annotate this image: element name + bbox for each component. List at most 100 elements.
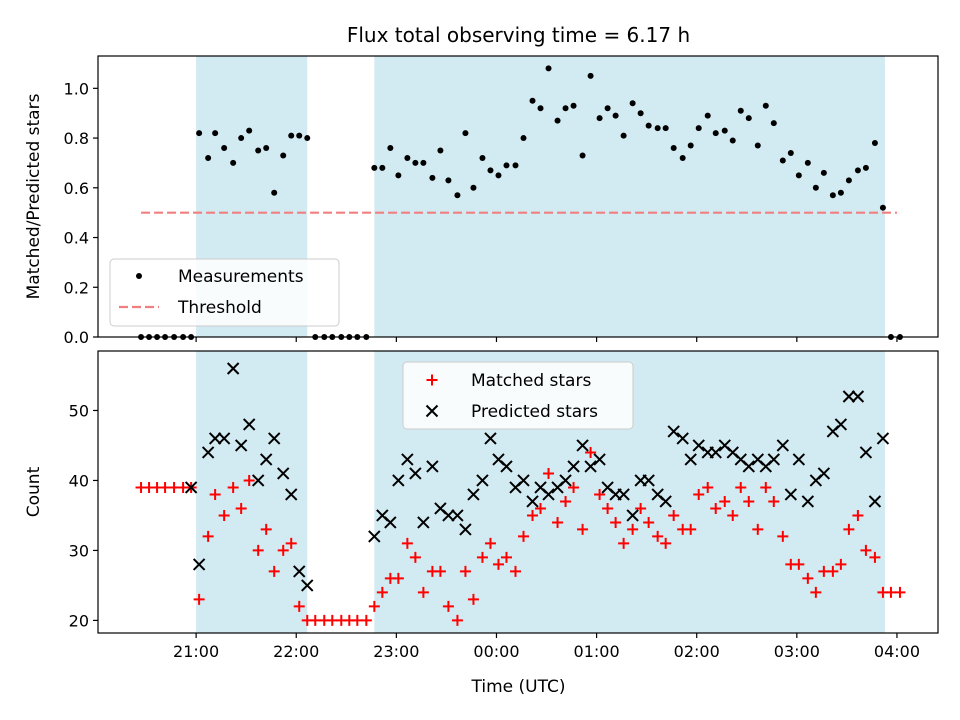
matched-star-point (518, 530, 530, 542)
x-tick-label: 23:00 (373, 642, 419, 661)
measurement-point (704, 112, 711, 119)
matched-star-point (618, 537, 630, 549)
matched-star-point (802, 572, 814, 584)
measurement-point (695, 125, 702, 132)
predicted-star-point (868, 495, 882, 508)
measurement-point (712, 130, 719, 137)
predicted-star-point (192, 558, 206, 571)
predicted-star-point (676, 432, 689, 445)
measurement-point (620, 132, 627, 139)
matched-star-point (434, 565, 446, 577)
measurement-point (629, 100, 636, 107)
predicted-star-point (784, 488, 798, 501)
matched-star-point (568, 481, 580, 493)
x-tick-label: 02:00 (674, 642, 720, 661)
predicted-star-point (368, 530, 381, 543)
predicted-star-point (242, 418, 256, 431)
measurement-point (687, 142, 694, 149)
measurement-point (837, 189, 844, 196)
legend-label-measurements: Measurements (178, 267, 304, 287)
matched-star-point (635, 502, 647, 514)
predicted-star-point (859, 446, 873, 459)
measurement-point (862, 164, 869, 171)
measurement-point (654, 125, 661, 132)
matched-star-point (202, 530, 214, 542)
predicted-star-point (667, 425, 680, 438)
predicted-star-point (293, 565, 306, 578)
matched-star-point (610, 516, 622, 528)
predicted-star-point (484, 432, 497, 445)
predicted-star-point (559, 474, 572, 487)
x-tick-label: 01:00 (574, 642, 620, 661)
measurement-point (804, 159, 811, 166)
measurement-point (787, 149, 794, 156)
matched-star-point (227, 481, 239, 493)
matched-star-point (476, 551, 488, 563)
measurement-point (221, 145, 228, 152)
matched-star-point (752, 523, 764, 535)
predicted-star-point (776, 439, 790, 452)
x-tick-label: 22:00 (273, 642, 319, 661)
matched-star-point (527, 509, 539, 521)
measurement-point (829, 192, 836, 199)
measurement-point (296, 132, 303, 139)
y-tick-label: 30 (69, 541, 89, 560)
measurement-point (470, 184, 477, 191)
predicted-star-point (409, 467, 422, 480)
matched-star-point (467, 593, 479, 605)
measurement-point (729, 137, 736, 144)
axes-frame (97, 55, 939, 338)
predicted-star-point (576, 439, 589, 452)
predicted-star-point (301, 579, 314, 592)
predicted-star-point (259, 453, 273, 466)
matched-star-point (535, 502, 547, 514)
predicted-star-point (442, 509, 455, 522)
legend-marker-matched (426, 374, 438, 386)
predicted-star-point (684, 453, 697, 466)
measurement-point (745, 115, 752, 122)
matched-star-point (594, 488, 606, 500)
measurement-point (437, 147, 444, 154)
matched-star-point (577, 523, 589, 535)
x-tick-label: 21:00 (173, 642, 219, 661)
predicted-star-point (451, 509, 464, 522)
predicted-star-point (626, 509, 639, 522)
measurement-point (795, 172, 802, 179)
legend: Matched stars Predicted stars (402, 361, 634, 430)
measurement-point (238, 135, 245, 142)
measurement-point (379, 164, 386, 171)
matched-star-point (417, 586, 429, 598)
matched-star-point (360, 614, 372, 626)
matched-star-point (543, 467, 555, 479)
matched-star-point (627, 523, 639, 535)
measurement-point (271, 189, 278, 196)
matched-star-point (660, 537, 672, 549)
matched-star-point (442, 600, 454, 612)
predicted-star-point (277, 467, 290, 480)
measurement-point (487, 167, 494, 174)
measurement-point (246, 127, 253, 134)
measurement-point (255, 147, 262, 154)
predicted-star-point (584, 460, 597, 473)
measurement-point (205, 154, 212, 161)
legend-label-threshold: Threshold (177, 298, 262, 318)
measurement-point (604, 105, 611, 112)
y-tick-label: 50 (69, 401, 89, 420)
predicted-star-point (226, 362, 240, 375)
y-tick-label: 0.2 (64, 278, 89, 297)
matched-star-point (843, 523, 855, 535)
predicted-star-point (709, 446, 722, 459)
matched-star-point (827, 565, 839, 577)
measurement-point (596, 115, 603, 122)
y-tick-label: 0.8 (64, 129, 89, 148)
predicted-star-point (767, 453, 781, 466)
measurement-point (512, 162, 519, 169)
measurement-point (520, 135, 527, 142)
matched-star-point (492, 558, 504, 570)
measurement-point (462, 130, 469, 137)
measurement-point (196, 130, 203, 137)
measurement-point (579, 152, 586, 159)
predicted-star-point (208, 432, 222, 445)
predicted-star-point (251, 474, 265, 487)
